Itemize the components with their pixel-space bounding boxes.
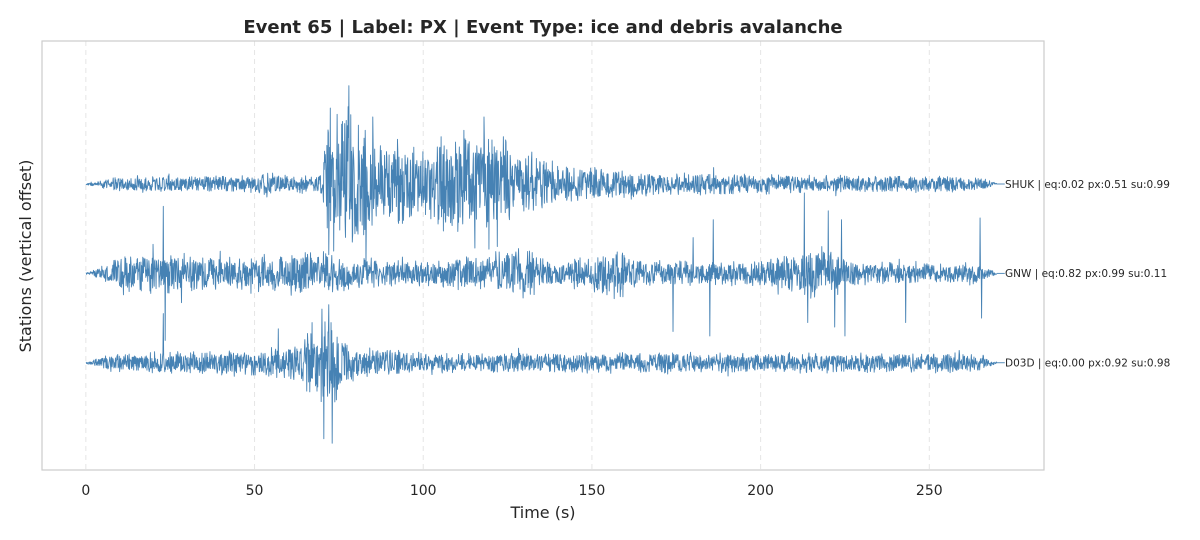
station-label-gnw: GNW | eq:0.82 px:0.99 su:0.11 [1005, 268, 1167, 280]
series-line-d03d [85, 304, 998, 444]
x-tick-label: 0 [81, 483, 90, 499]
x-tick-label: 100 [410, 483, 437, 499]
series-line-gnw [85, 192, 998, 341]
y-axis-label: Stations (vertical offset) [16, 160, 35, 353]
x-tick-label: 250 [916, 483, 943, 499]
x-tick-label: 150 [579, 483, 606, 499]
series-line-shuk [85, 85, 998, 269]
station-label-d03d: D03D | eq:0.00 px:0.92 su:0.98 [1005, 358, 1170, 370]
x-tick-label: 50 [246, 483, 264, 499]
plot-frame [41, 40, 1045, 471]
x-axis-ticks: 0 50 100 150 200 250 [81, 483, 942, 499]
station-traces [85, 85, 1005, 444]
chart-title: Event 65 | Label: PX | Event Type: ice a… [243, 17, 842, 38]
x-axis-label: Time (s) [509, 503, 575, 522]
x-tick-label: 200 [747, 483, 774, 499]
station-label-shuk: SHUK | eq:0.02 px:0.51 su:0.99 [1005, 179, 1170, 191]
station-labels: SHUK | eq:0.02 px:0.51 su:0.99 GNW | eq:0… [1005, 179, 1170, 370]
